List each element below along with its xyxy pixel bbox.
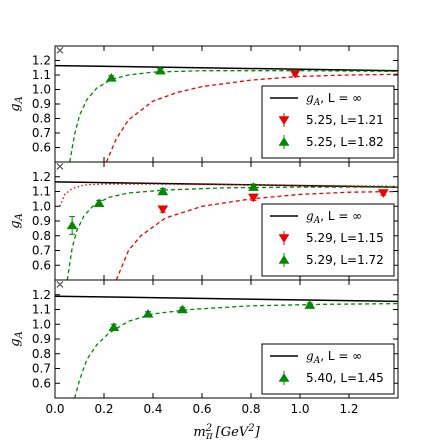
data-point [157,186,169,196]
plot-area [55,281,398,398]
data-point [93,198,105,208]
legend-marker-icon [278,116,290,125]
y-tick-label: 1.2 [32,170,51,184]
y-tick-label: 1.0 [32,199,51,213]
data-point [304,300,316,309]
panel-3: 0.60.70.80.91.01.11.20.0 0.2 0.4 0.6 0.8 1.0 1… [8,279,399,442]
y-tick-label: 0.9 [32,97,51,111]
y-axis-label: gA [8,213,25,229]
legend-marker-icon [278,373,290,382]
legend-marker-icon [278,255,290,264]
y-tick-label: 0.6 [32,376,51,390]
data-point [176,304,188,314]
y-tick-label: 0.9 [32,214,51,228]
data-point [105,72,117,82]
data-point [247,193,259,203]
data-point [377,189,389,198]
y-tick-label: 0.8 [32,112,51,126]
x-tick-label: 0.6 [192,402,211,416]
legend: gA, L = ∞ 5.40, L=1.45 [261,343,395,395]
y-axis-label: gA [8,96,25,112]
y-tick-label: 1.0 [32,83,51,97]
x-tick-label: 0.2 [94,402,113,416]
data-point [157,205,169,215]
y-tick-label: 1.1 [32,68,51,82]
x-tick-label: 0.4 [143,402,162,416]
legend-label: 5.25, L=1.82 [306,135,384,149]
legend-label: 5.40, L=1.45 [306,371,384,385]
y-tick-label: 1.0 [32,317,51,331]
plot-area [55,46,398,162]
y-tick-label: 1.1 [32,185,51,199]
y-tick-label: 0.8 [32,347,51,361]
cross-marker [56,281,64,288]
y-tick-label: 0.6 [32,258,51,272]
data-point [247,182,259,191]
infinity-curve [55,64,398,72]
dotted-curve [59,183,398,207]
panel-1: 0.60.70.80.91.01.11.2 gA gA, L = ∞ 5.25, L=… [8,45,399,163]
data-point [66,220,78,230]
legend-marker-icon [278,234,290,243]
legend: gA, L = ∞ 5.25, L=1.21 5.25, L=1.82 [261,85,395,159]
cross-marker [56,163,64,170]
y-tick-label: 0.7 [32,126,51,140]
x-axis-label: m2 π [GeV2] [193,423,260,442]
data-point [108,322,120,331]
legend-label-infinity: gA, L = ∞ [306,209,362,226]
fit-curve-1 [73,302,398,398]
y-tick-label: 0.6 [32,141,51,155]
x-tick-label: 1.0 [290,402,309,416]
panel-2: 0.60.70.80.91.01.11.2 gA gA, L = ∞ 5.29, L=… [8,161,399,281]
legend-label: 5.29, L=1.72 [306,253,384,267]
x-tick-label: 0.8 [241,402,260,416]
infinity-curve [55,295,398,303]
y-tick-label: 1.2 [32,54,51,68]
legend-label: 5.25, L=1.21 [306,113,384,127]
y-tick-label: 1.2 [32,288,51,302]
legend-marker-icon [278,137,290,146]
legend-label: 5.29, L=1.15 [306,231,384,245]
data-point [154,65,166,75]
x-tick-label: 0.0 [45,402,64,416]
fit-curve-1 [115,190,398,280]
legend-label-infinity: gA, L = ∞ [306,349,362,366]
legend-box [261,343,395,395]
y-tick-label: 0.7 [32,244,51,258]
y-tick-label: 0.9 [32,332,51,346]
y-tick-label: 0.8 [32,229,51,243]
plot-area [55,163,398,280]
legend: gA, L = ∞ 5.29, L=1.15 5.29, L=1.72 [261,203,395,277]
data-point [142,308,154,318]
x-tick-label: 1.2 [339,402,358,416]
cross-marker [56,46,64,54]
legend-label-infinity: gA, L = ∞ [306,91,362,108]
fit-curve-1 [105,73,398,162]
y-tick-label: 0.7 [32,362,51,376]
y-tick-label: 1.1 [32,303,51,317]
y-axis-label: gA [8,331,25,347]
